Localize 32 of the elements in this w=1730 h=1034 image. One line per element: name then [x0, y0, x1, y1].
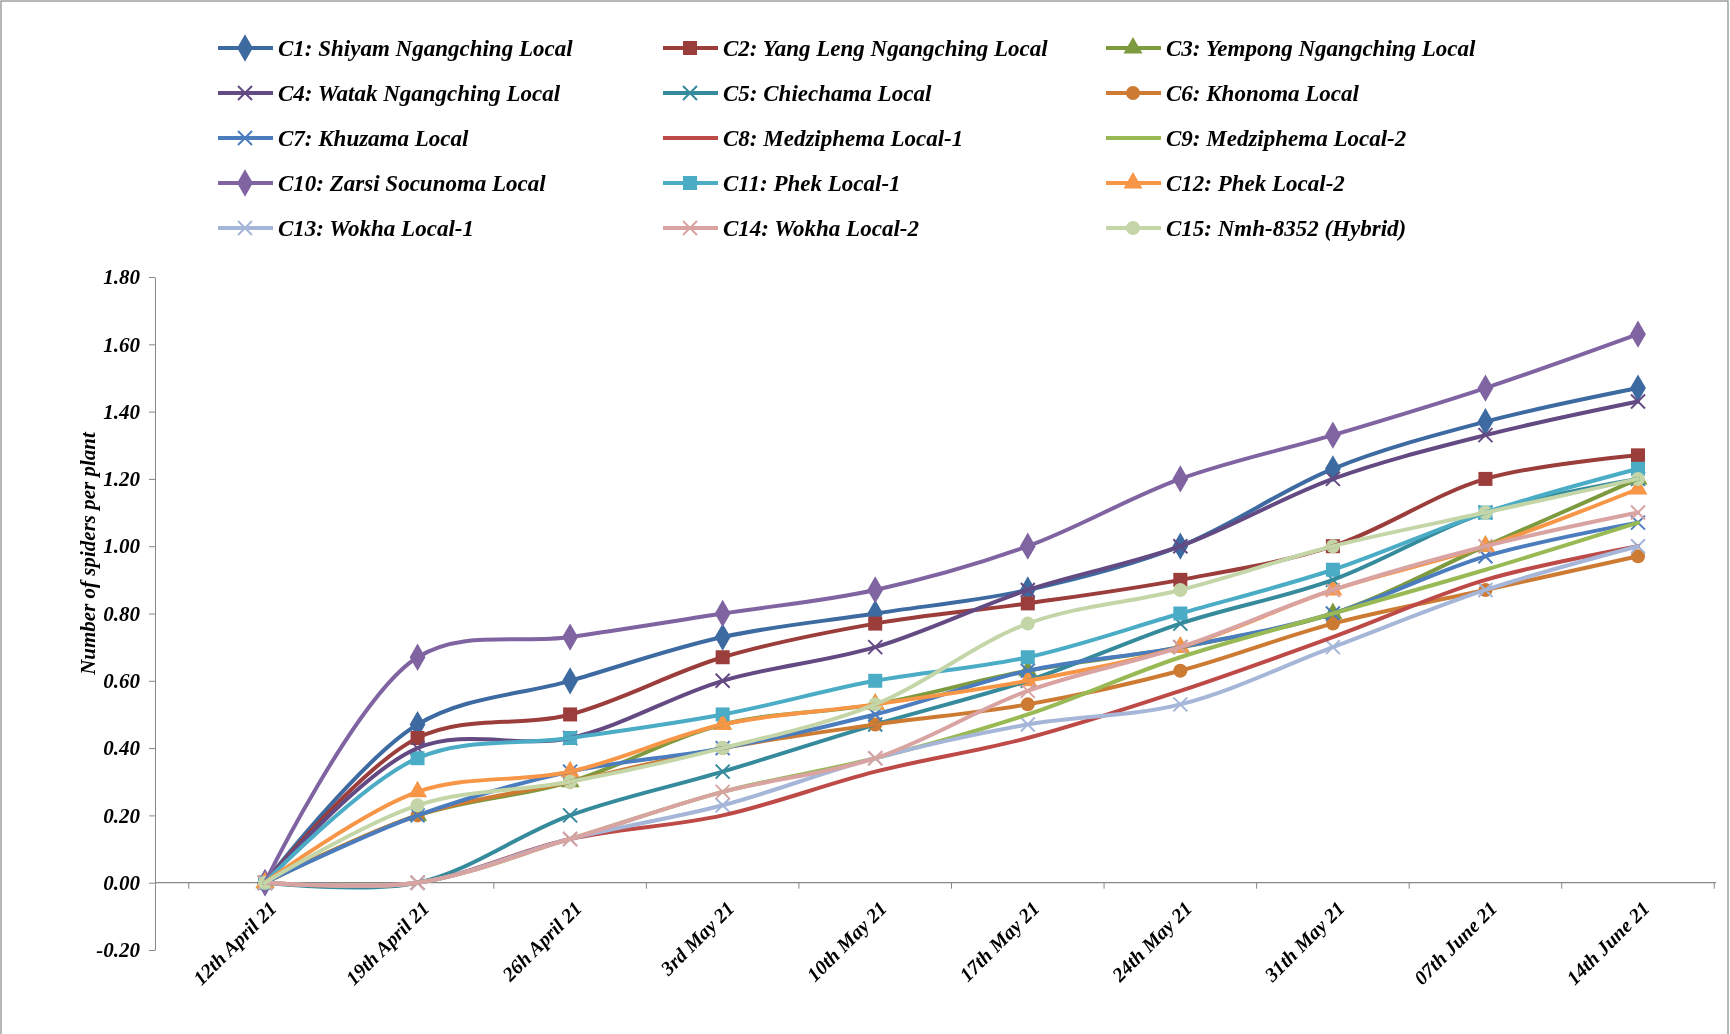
- y-tick-label: -0.20: [96, 938, 141, 963]
- legend-label: C4: Watak Ngangching Local: [278, 81, 561, 107]
- y-tick-label: 0.00: [103, 870, 141, 895]
- legend-label: C1: Shiyam Ngangching Local: [278, 36, 574, 62]
- legend-label: C6: Khonoma Local: [1166, 81, 1360, 107]
- legend-label: C5: Chiechama Local: [723, 81, 932, 107]
- legend-label: C3: Yempong Ngangching Local: [1166, 36, 1477, 62]
- legend-label: C7: Khuzama Local: [278, 126, 470, 152]
- y-tick-label: 1.60: [103, 332, 141, 357]
- y-tick-label: 1.40: [103, 399, 141, 424]
- legend-label: C12: Phek Local-2: [1166, 171, 1345, 197]
- y-tick-label: 0.80: [103, 601, 141, 626]
- legend-label: C9: Medziphema Local-2: [1166, 126, 1407, 152]
- legend-label: C10: Zarsi Socunoma Local: [278, 171, 547, 197]
- legend-label: C13: Wokha Local-1: [278, 216, 474, 242]
- legend-label: C14: Wokha Local-2: [723, 216, 919, 242]
- x-tick-label: 24th May 21: [1106, 896, 1197, 987]
- x-tick-label: 17th May 21: [954, 896, 1045, 987]
- x-tick-label: 10th May 21: [802, 896, 892, 987]
- x-tick-label: 3rd May 21: [655, 896, 740, 981]
- legend-label: C11: Phek Local-1: [723, 171, 901, 197]
- y-axis-title: Number of spiders per plant: [76, 431, 100, 676]
- y-tick-label: 0.20: [103, 803, 141, 828]
- y-tick-label: 1.20: [103, 467, 141, 492]
- legend-label: C8: Medziphema Local-1: [723, 126, 964, 152]
- y-tick-label: 1.80: [103, 265, 141, 290]
- legend-label: C2: Yang Leng Ngangching Local: [723, 36, 1049, 62]
- y-tick-label: 0.60: [103, 669, 141, 694]
- legend-label: C15: Nmh-8352 (Hybrid): [1166, 216, 1407, 242]
- x-tick-label: 31th May 21: [1259, 896, 1350, 987]
- y-tick-label: 0.40: [103, 736, 141, 761]
- y-tick-label: 1.00: [103, 534, 141, 559]
